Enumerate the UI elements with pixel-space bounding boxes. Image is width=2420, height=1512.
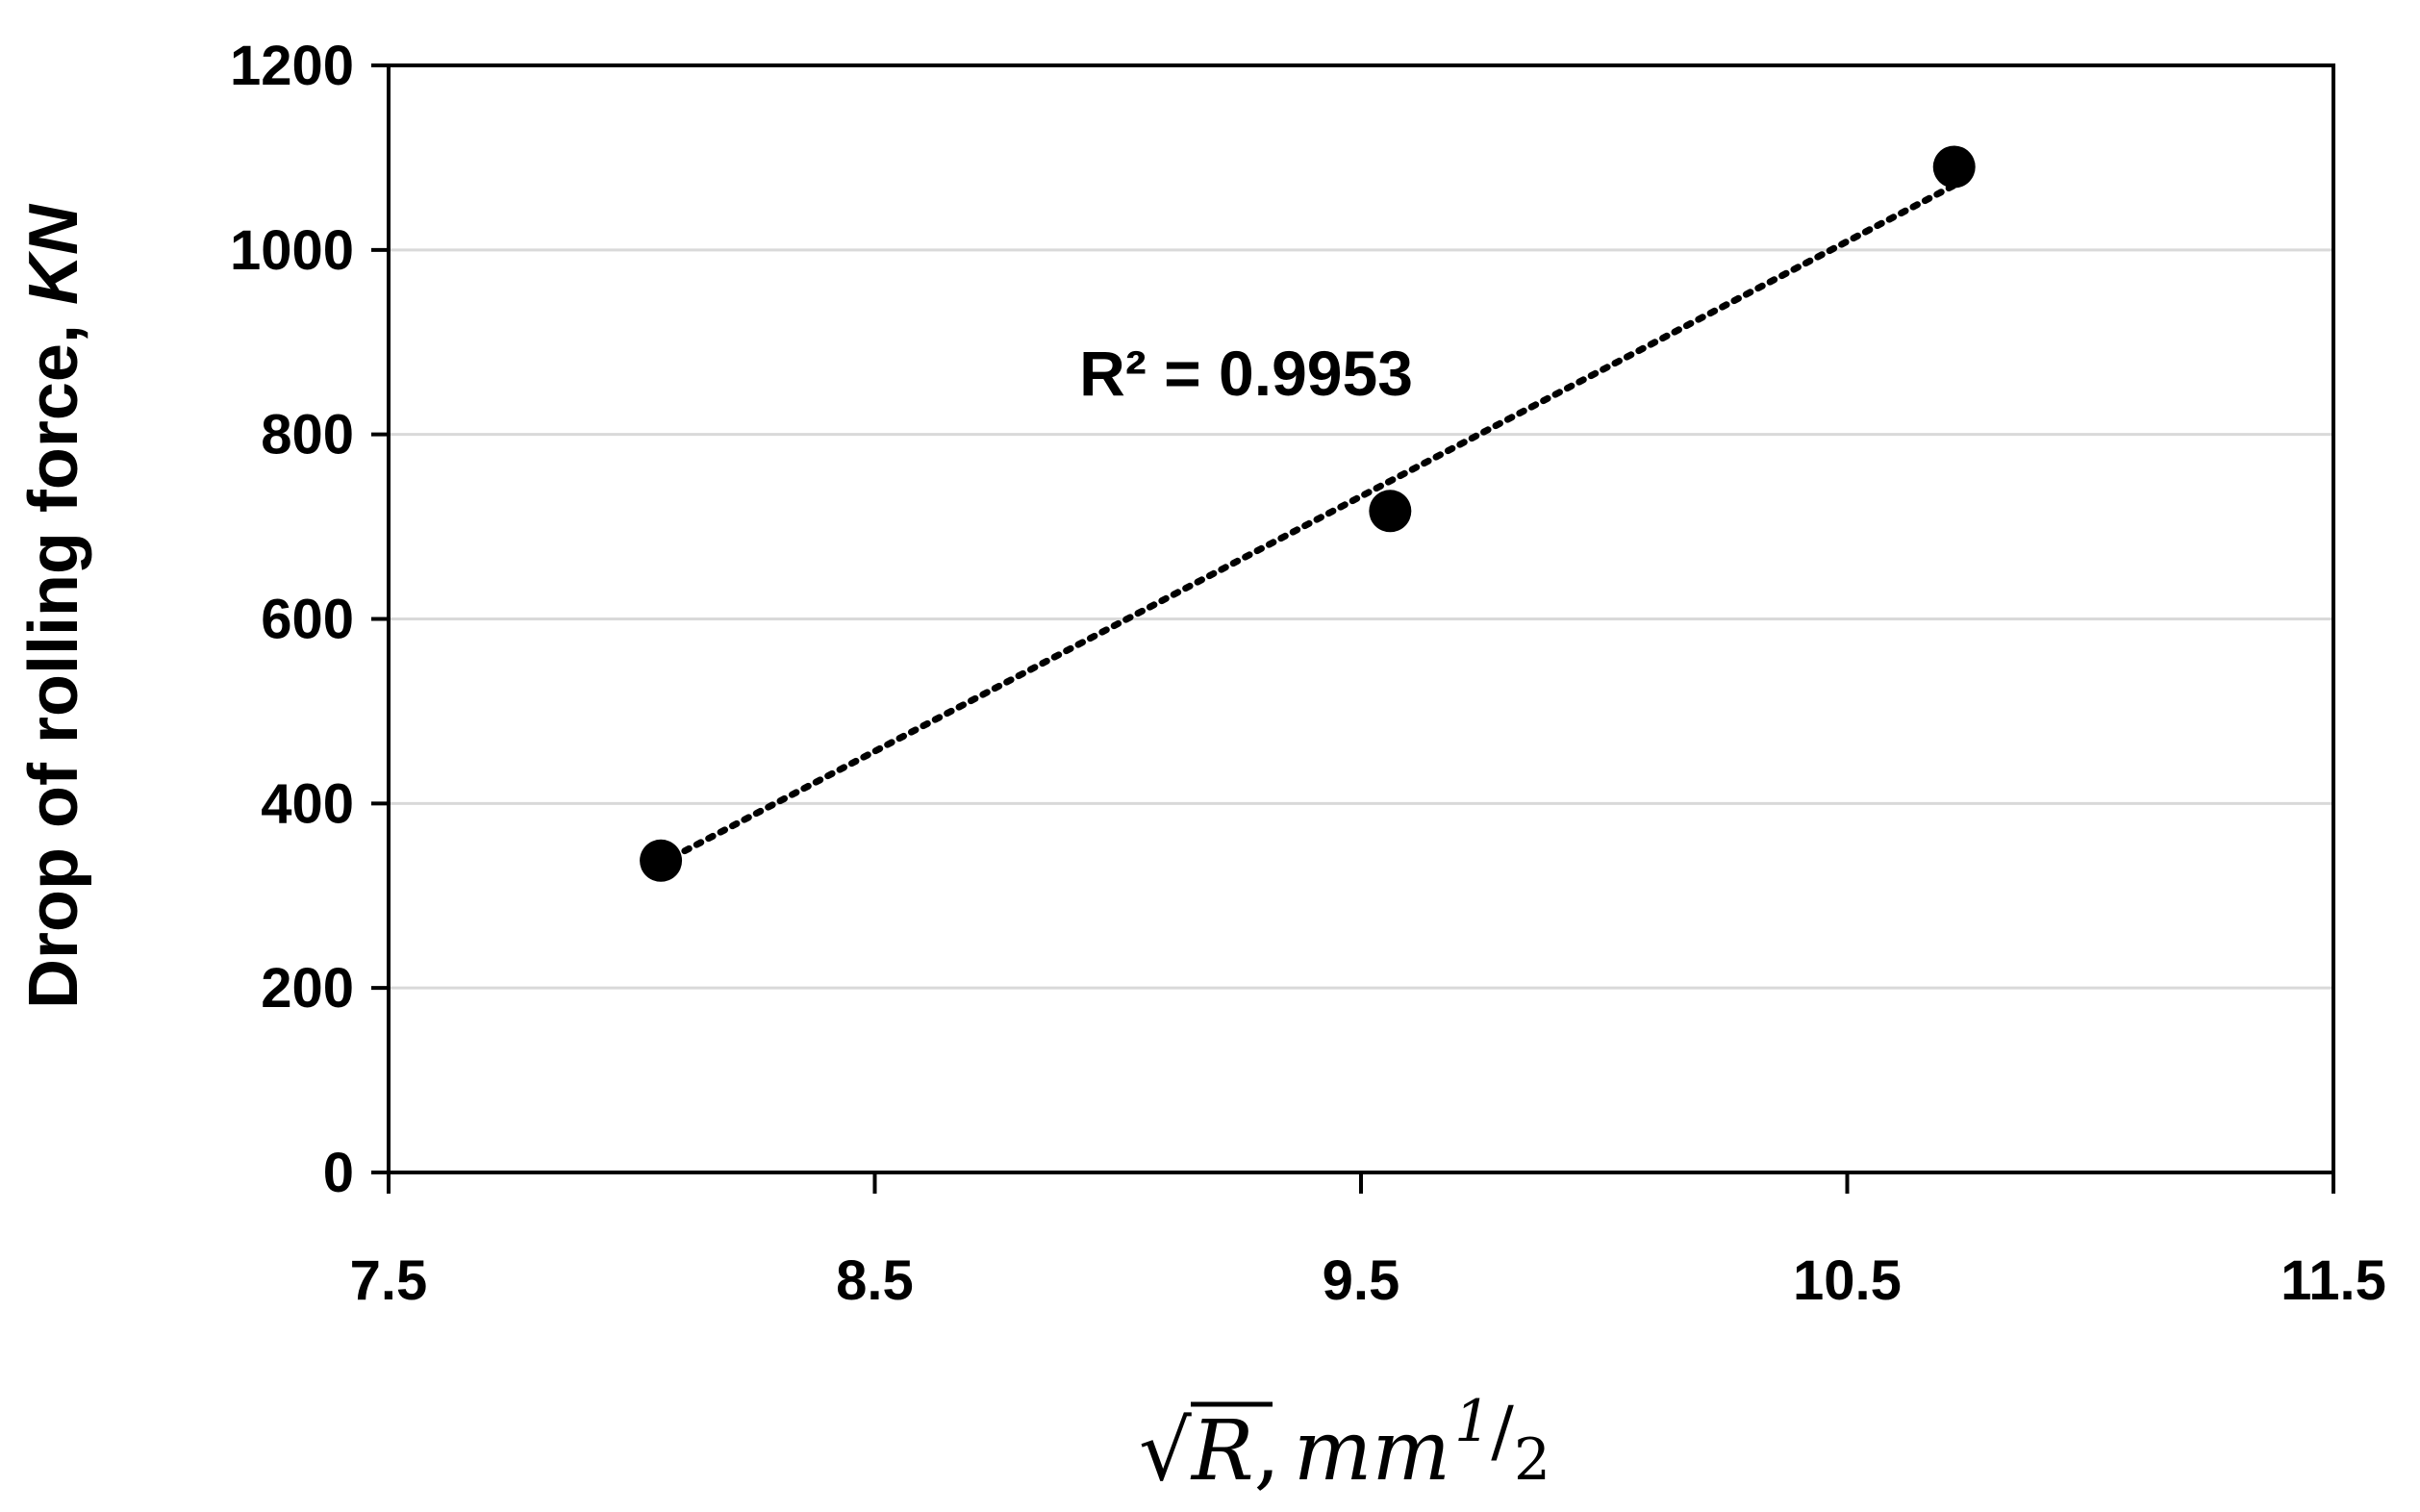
data-points <box>640 145 1976 882</box>
data-point <box>1932 145 1976 189</box>
x-tick-label: 9.5 <box>1323 1249 1400 1312</box>
x-tick-label: 8.5 <box>836 1249 914 1312</box>
x-axis-label-unit: mm <box>1294 1403 1450 1499</box>
r-squared-annotation: R² = 0.9953 <box>1079 338 1413 409</box>
x-axis-label-sqrt: √ <box>1139 1403 1192 1499</box>
y-tick-label: 1200 <box>230 35 354 97</box>
x-axis-label-comma: , <box>1254 1403 1280 1499</box>
y-axis-label-unit: KN <box>15 203 92 305</box>
y-tick-label: 800 <box>261 404 354 466</box>
x-axis-label-var: R <box>1190 1403 1254 1499</box>
data-point <box>640 839 683 882</box>
trendline-layer <box>657 182 1958 868</box>
x-tick-label: 7.5 <box>350 1249 428 1312</box>
x-tick-label: 10.5 <box>1793 1249 1902 1312</box>
y-tick-label: 400 <box>261 772 354 835</box>
tick-layer: 0 200 400 600 800 1000 1200 7.5 8.5 9.5 10.5 11.5 <box>230 35 2386 1312</box>
x-axis-label: √R, mm1/2 <box>1139 1388 1550 1499</box>
y-tick-label: 200 <box>261 957 354 1020</box>
y-axis-label: Drop of rolling force, KN <box>15 203 92 1009</box>
y-tick-label: 1000 <box>230 219 354 282</box>
y-axis-label-main: Drop of rolling force, <box>15 305 92 1009</box>
x-axis-label-exp-slash: / <box>1491 1392 1514 1471</box>
y-tick-label: 600 <box>261 589 354 651</box>
trendline <box>657 182 1958 868</box>
x-axis-label-text: √R, mm1/2 <box>1139 1388 1550 1499</box>
grid-layer <box>389 248 2333 990</box>
data-point <box>1369 490 1412 533</box>
x-axis-label-exp-num: 1 <box>1454 1388 1491 1455</box>
x-tick-label: 11.5 <box>2281 1249 2386 1312</box>
x-axis-label-exp-den: 2 <box>1514 1426 1550 1494</box>
y-tick-label: 0 <box>323 1142 354 1204</box>
